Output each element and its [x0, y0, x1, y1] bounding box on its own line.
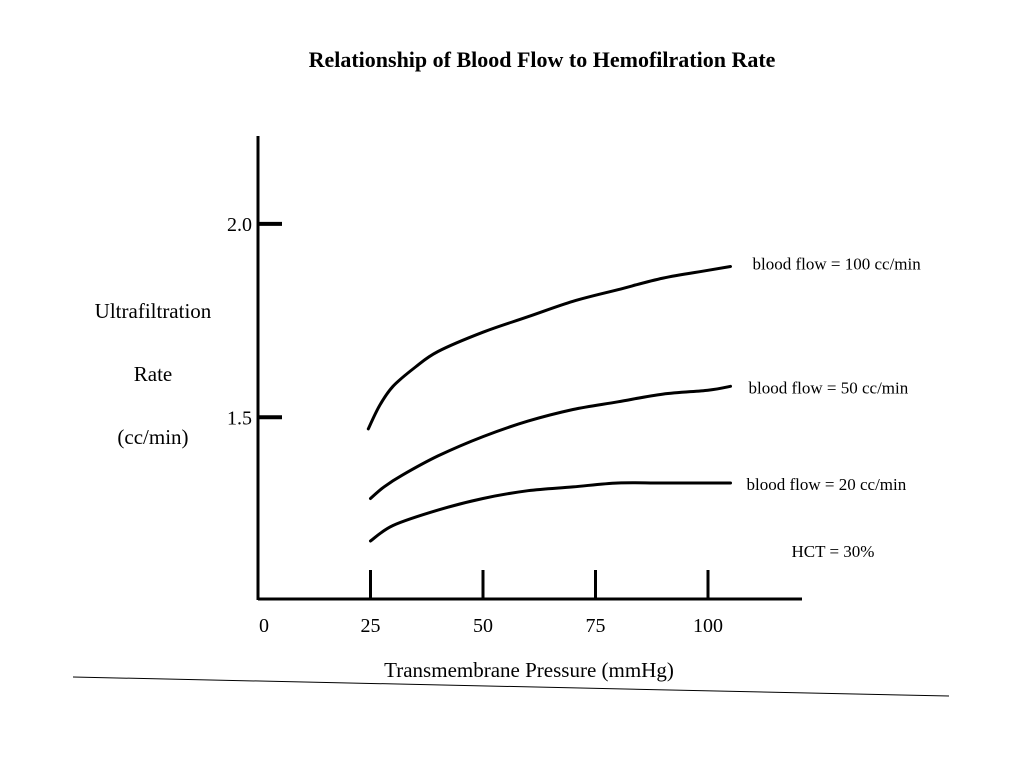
- chart-title: Relationship of Blood Flow to Hemofilrat…: [309, 47, 776, 72]
- page-rule-line: [72, 676, 950, 697]
- x-tick-label: 0: [259, 615, 269, 637]
- y-axis-label-line-2: Rate: [134, 362, 172, 386]
- x-tick-label: 25: [361, 615, 381, 637]
- series-line: [366, 265, 732, 431]
- y-tick-label: 1.5: [227, 407, 252, 429]
- x-tick-label: 100: [693, 615, 723, 637]
- y-tick-label: 2.0: [227, 214, 252, 236]
- series-label: blood flow = 100 cc/min: [753, 254, 922, 273]
- hct-annotation: HCT = 30%: [792, 542, 875, 561]
- x-tick-label: 75: [586, 615, 606, 637]
- series-label: blood flow = 50 cc/min: [749, 378, 909, 397]
- y-axis-label-line-1: Ultrafiltration: [95, 299, 212, 323]
- series-line: [369, 384, 732, 500]
- series-label: blood flow = 20 cc/min: [747, 475, 907, 494]
- x-tick-label: 50: [473, 615, 493, 637]
- y-axis-label-line-3: (cc/min): [117, 425, 188, 449]
- x-axis-label: Transmembrane Pressure (mmHg): [384, 658, 674, 682]
- series-line: [369, 481, 732, 543]
